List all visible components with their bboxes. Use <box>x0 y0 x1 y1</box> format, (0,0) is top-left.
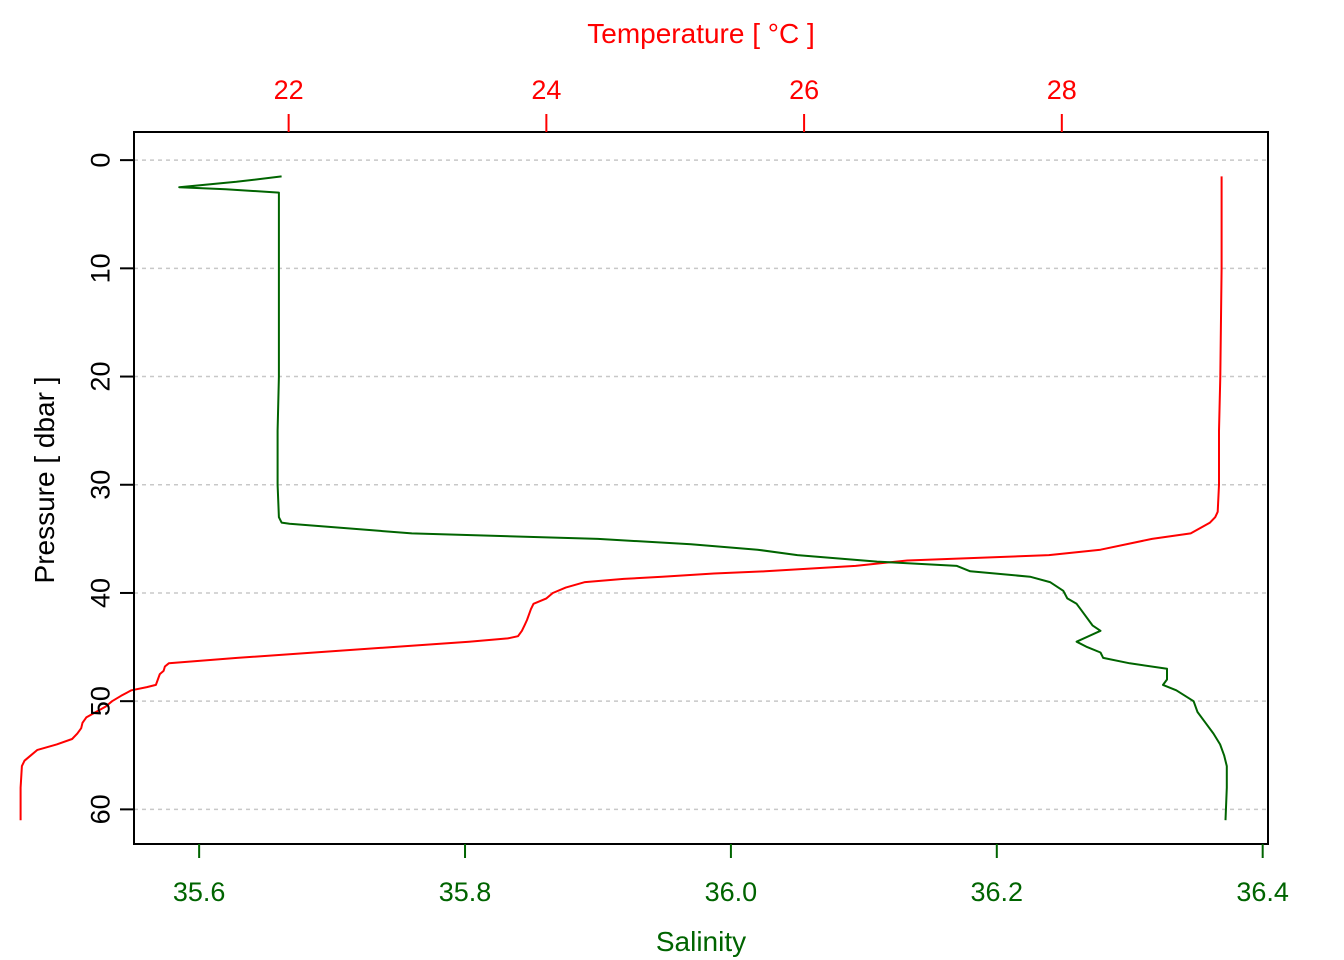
series-line-salinity <box>178 175 1228 821</box>
bottom-tick-label: 35.6 <box>173 877 226 907</box>
y-tick-label: 10 <box>85 253 115 283</box>
top-tick-label: 26 <box>789 75 819 105</box>
bottom-tick-label: 36.4 <box>1236 877 1289 907</box>
bottom-tick-label: 36.0 <box>705 877 758 907</box>
series-line-temperature <box>19 176 1223 821</box>
bottom-tick-label: 35.8 <box>439 877 492 907</box>
top-axis-title: Temperature [ °C ] <box>587 18 815 49</box>
y-axis-title: Pressure [ dbar ] <box>29 377 60 584</box>
top-tick-label: 28 <box>1047 75 1077 105</box>
y-tick-label: 30 <box>85 470 115 500</box>
bottom-tick-label: 36.2 <box>971 877 1024 907</box>
y-tick-label: 0 <box>85 153 115 168</box>
y-tick-label: 40 <box>85 578 115 608</box>
plot-frame <box>133 131 1269 845</box>
y-tick-label: 20 <box>85 362 115 392</box>
top-tick-label: 22 <box>274 75 304 105</box>
gridlines <box>134 159 1268 811</box>
top-tick-label: 24 <box>531 75 561 105</box>
series-layer <box>19 175 1228 821</box>
y-axis: 0 10 20 30 40 50 60 <box>85 153 134 824</box>
bottom-axis: 35.6 35.8 36.0 36.2 36.4 <box>173 844 1289 907</box>
bottom-axis-title: Salinity <box>656 926 746 957</box>
y-tick-label: 50 <box>85 686 115 716</box>
y-tick-label: 60 <box>85 794 115 824</box>
top-axis: 22 24 26 28 <box>274 75 1077 132</box>
